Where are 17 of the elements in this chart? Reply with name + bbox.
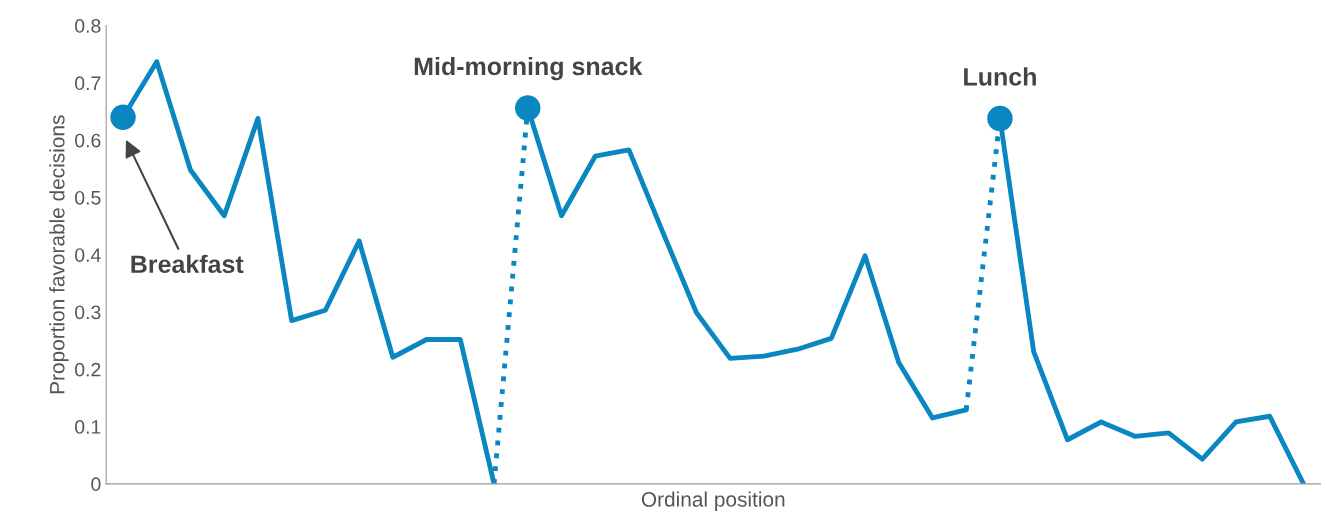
y-tick-label: 0.5 <box>75 190 101 205</box>
y-tick-label: 0 <box>91 477 101 492</box>
x-axis-title: Ordinal position <box>641 491 785 511</box>
annotation: Mid-morning snack <box>414 56 643 81</box>
y-tick-label: 0.6 <box>75 133 101 148</box>
point <box>987 105 1013 132</box>
y-axis-title: Proportion favorable decisions <box>49 115 69 394</box>
point <box>515 95 541 121</box>
annotation: Lunch <box>964 67 1036 86</box>
point <box>110 104 136 130</box>
y-tick-label: 0.8 <box>75 19 101 33</box>
y-tick-label: 0.1 <box>75 420 101 434</box>
y-tick-label: 0.7 <box>75 76 101 91</box>
y-tick-label: 0.4 <box>75 248 101 262</box>
annotation: Breakfast <box>131 254 244 274</box>
y-tick-label: 0.2 <box>75 362 101 377</box>
y-tick-label: 0.3 <box>75 305 101 320</box>
